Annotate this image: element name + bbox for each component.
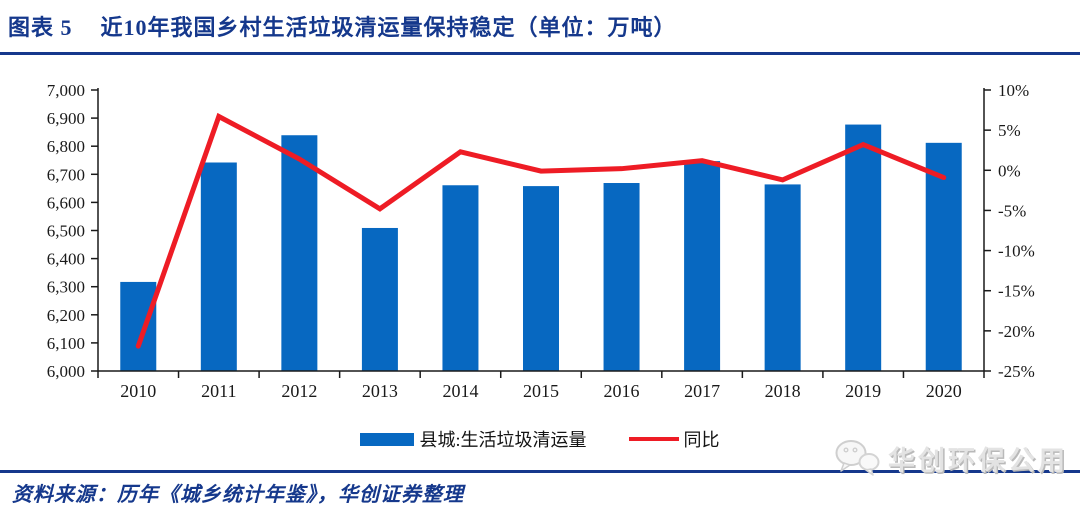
left-tick-label: 7,000 bbox=[47, 81, 85, 100]
x-tick-label: 2015 bbox=[523, 381, 559, 401]
bar bbox=[523, 186, 559, 371]
bar-series bbox=[120, 124, 962, 371]
watermark-text: 华创环保公用 bbox=[888, 445, 1068, 476]
bar bbox=[361, 227, 398, 371]
bar bbox=[684, 161, 721, 371]
left-tick-label: 6,000 bbox=[47, 362, 85, 381]
figure-title: 近10年我国乡村生活垃圾清运量保持稳定（单位：万吨） bbox=[100, 15, 677, 40]
legend-item-bar: 县城:生活垃圾清运量 bbox=[360, 426, 587, 452]
left-tick-label: 6,600 bbox=[47, 193, 85, 212]
x-tick-label: 2018 bbox=[765, 381, 801, 401]
bar bbox=[925, 142, 962, 371]
bar bbox=[764, 184, 801, 371]
left-tick-label: 6,300 bbox=[47, 278, 85, 297]
left-axis-labels: 6,000 6,100 6,200 6,300 6,400 6,500 6,600 6,700… bbox=[47, 81, 85, 381]
left-tick-label: 6,700 bbox=[47, 165, 85, 184]
legend-line-label: 同比 bbox=[683, 430, 720, 450]
right-tick-label: 5% bbox=[998, 121, 1021, 140]
title-divider bbox=[0, 52, 1080, 55]
left-tick-label: 6,400 bbox=[47, 250, 85, 269]
source-note: 资料来源：历年《城乡统计年鉴》，华创证券整理 bbox=[12, 484, 464, 506]
x-tick-label: 2017 bbox=[684, 381, 720, 401]
bar bbox=[281, 135, 318, 371]
wechat-icon bbox=[835, 440, 880, 476]
left-tick-label: 6,200 bbox=[47, 306, 85, 325]
bar bbox=[120, 281, 157, 371]
x-tick-label: 2020 bbox=[926, 381, 962, 401]
right-tick-label: -25% bbox=[998, 362, 1035, 381]
footer-divider bbox=[0, 470, 1080, 473]
bar bbox=[603, 183, 640, 371]
legend-item-line: 同比 bbox=[628, 426, 720, 452]
x-tick-label: 2012 bbox=[281, 381, 317, 401]
bar bbox=[200, 162, 237, 371]
legend-bar-swatch bbox=[360, 432, 415, 446]
left-tick-label: 6,800 bbox=[47, 137, 85, 156]
legend-line-swatch bbox=[628, 436, 679, 442]
left-tick-label: 6,900 bbox=[47, 109, 85, 128]
right-axis-labels: -25% -20% -15% -10% -5% 0% 5% 10% bbox=[998, 81, 1035, 381]
chart-legend: 县城:生活垃圾清运量 同比 bbox=[0, 427, 1080, 451]
left-tick-label: 6,500 bbox=[47, 222, 85, 241]
axes bbox=[91, 88, 991, 378]
bar bbox=[845, 124, 882, 371]
legend-bar-label: 县城:生活垃圾清运量 bbox=[419, 430, 587, 450]
left-tick-label: 6,100 bbox=[47, 334, 85, 353]
right-tick-label: -20% bbox=[998, 322, 1035, 341]
yoy-line bbox=[135, 112, 947, 349]
x-axis-labels: 2010 2011 2012 2013 2014 2015 2016 2017 2018 2019… bbox=[120, 381, 961, 401]
right-tick-label: -15% bbox=[998, 282, 1035, 301]
right-tick-label: 10% bbox=[998, 81, 1029, 100]
bar bbox=[442, 185, 479, 371]
right-tick-label: 0% bbox=[998, 161, 1021, 180]
watermark: 华创环保公用 bbox=[834, 438, 1068, 478]
x-tick-label: 2010 bbox=[120, 381, 156, 401]
x-tick-label: 2014 bbox=[442, 381, 478, 401]
x-tick-label: 2011 bbox=[201, 381, 236, 401]
figure-label: 图表 5 bbox=[8, 15, 73, 40]
figure-header: 图表 5 近10年我国乡村生活垃圾清运量保持稳定（单位：万吨） bbox=[8, 10, 1072, 42]
x-tick-label: 2019 bbox=[845, 381, 881, 401]
x-tick-label: 2016 bbox=[604, 381, 640, 401]
x-tick-label: 2013 bbox=[362, 381, 398, 401]
right-tick-label: -5% bbox=[998, 201, 1026, 220]
right-tick-label: -10% bbox=[998, 242, 1035, 261]
